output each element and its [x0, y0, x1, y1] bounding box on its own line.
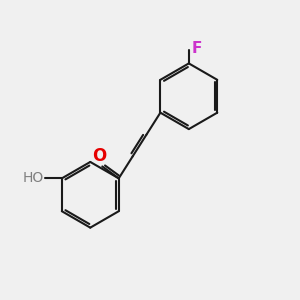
Text: F: F	[191, 41, 202, 56]
Text: O: O	[92, 147, 106, 165]
Text: HO: HO	[23, 171, 44, 185]
